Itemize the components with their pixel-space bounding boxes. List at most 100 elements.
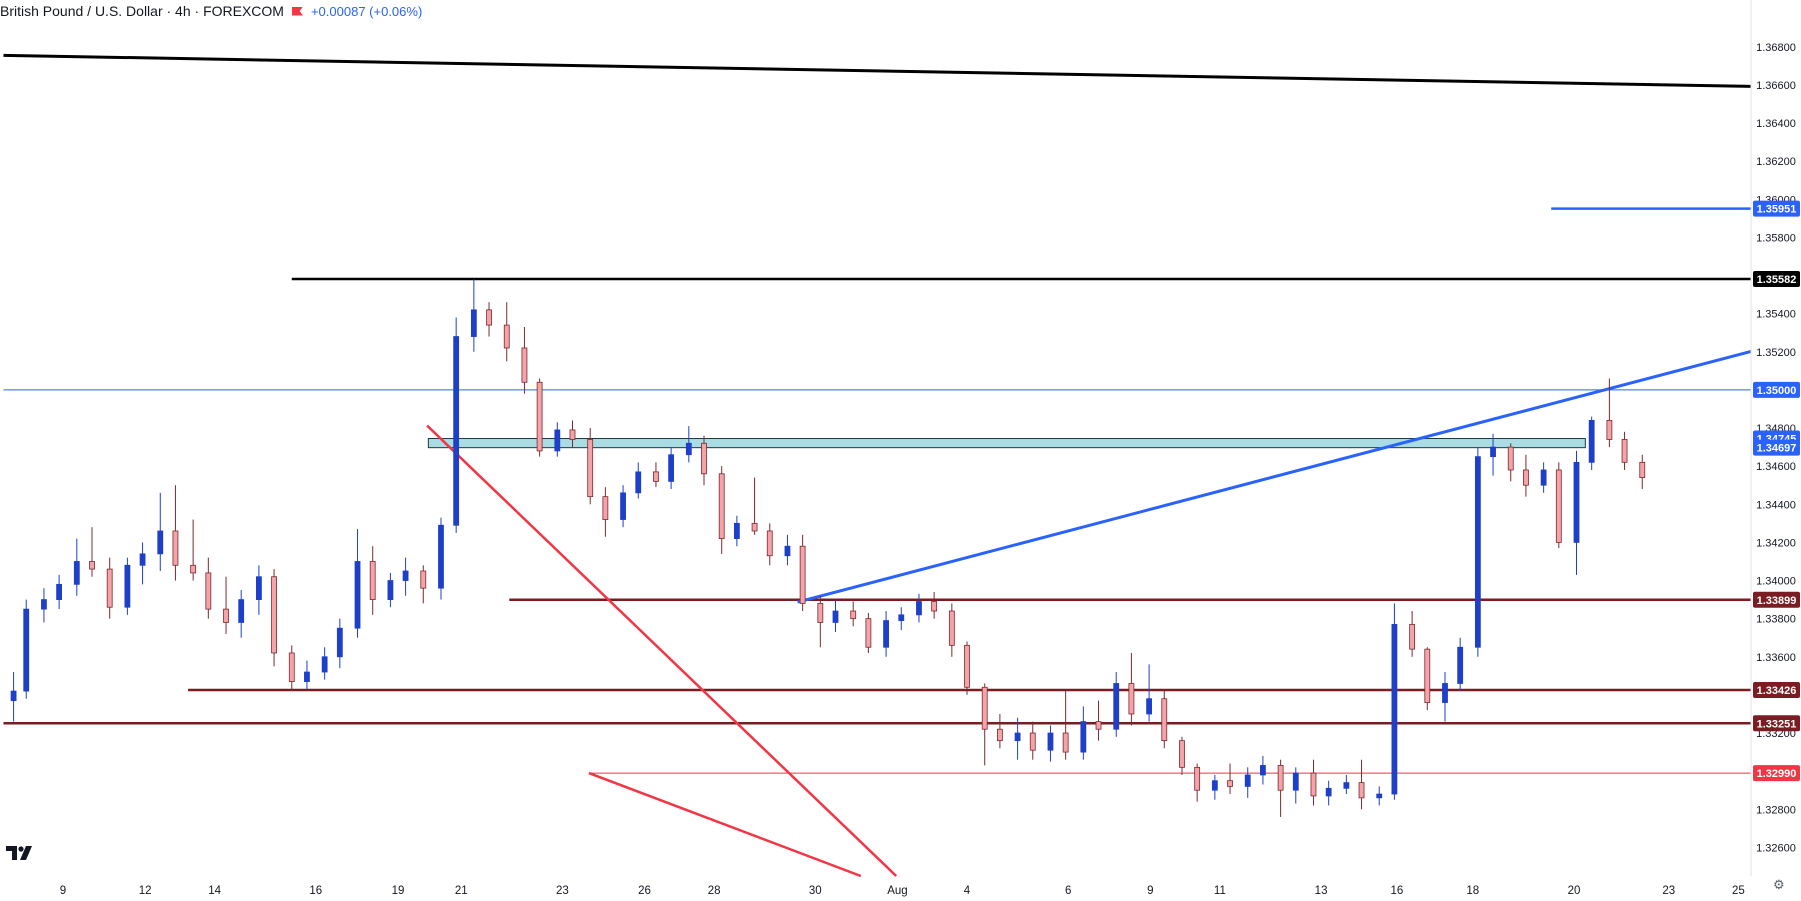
candle: [996, 713, 1003, 749]
candle: [56, 574, 63, 610]
candle-body: [1540, 469, 1547, 486]
candle: [321, 647, 328, 680]
candle-body: [470, 309, 477, 337]
candle-body: [387, 580, 394, 600]
candle-body: [336, 627, 343, 658]
tradingview-logo-icon[interactable]: [6, 846, 36, 860]
candle: [139, 542, 146, 585]
candle: [883, 611, 889, 657]
candle: [1343, 774, 1350, 795]
price-tag-box: [1753, 681, 1800, 698]
candle-body: [1376, 793, 1383, 799]
candle-body: [964, 644, 970, 688]
price-tick-label: 1.35400: [1756, 309, 1796, 321]
candle: [369, 546, 376, 615]
candle: [1639, 454, 1646, 490]
candle-body: [996, 728, 1003, 742]
candle-body: [850, 610, 857, 620]
drawing-layer: [3, 53, 1752, 878]
candle-body: [1507, 446, 1514, 471]
candle-body: [1095, 721, 1102, 730]
support-zone[interactable]: [427, 438, 1586, 449]
price-tick-label: 1.33600: [1756, 652, 1796, 664]
candle: [602, 487, 609, 537]
candle: [172, 485, 179, 581]
gear-icon[interactable]: ⚙: [1773, 877, 1785, 892]
time-tick-label: 23: [556, 885, 569, 897]
time-tick-label: 26: [638, 885, 651, 897]
candle: [865, 612, 872, 653]
candle-body: [238, 599, 245, 623]
red-flag-icon[interactable]: [291, 6, 303, 16]
candle: [1376, 786, 1383, 806]
candle-body: [255, 576, 262, 600]
time-tick-label: 11: [1214, 885, 1226, 897]
price-tag-label: 1.32990: [1757, 768, 1797, 780]
time-tick-label: 13: [1315, 885, 1328, 897]
price-tag-label: 1.35582: [1757, 274, 1797, 286]
candle-body: [635, 471, 642, 494]
candle: [1442, 672, 1448, 722]
candle: [521, 327, 528, 394]
candle: [685, 426, 692, 463]
candle-body: [751, 522, 758, 532]
candle: [1113, 672, 1120, 737]
candle-body: [865, 618, 872, 648]
candle: [1573, 450, 1580, 575]
candle: [668, 447, 675, 490]
candle-body: [569, 429, 576, 440]
candle-body: [10, 690, 17, 702]
symbol-title[interactable]: British Pound / U.S. Dollar · 4h · FOREX…: [0, 3, 284, 19]
candle-body: [981, 686, 988, 730]
trendline-0[interactable]: [3, 53, 1752, 88]
candle: [1080, 706, 1087, 760]
candle-body: [1277, 765, 1284, 791]
candle: [420, 565, 427, 604]
candle-body: [1343, 782, 1350, 789]
candle-body: [1621, 439, 1628, 463]
candle-body: [602, 496, 609, 520]
candle-body: [1555, 469, 1562, 543]
price-tick-label: 1.36600: [1756, 80, 1796, 92]
candle-body: [1211, 780, 1218, 791]
candle-body: [453, 336, 460, 526]
candle: [503, 302, 510, 362]
trendline-9[interactable]: [588, 771, 862, 878]
price-tag-box: [1753, 439, 1800, 456]
candle-body: [784, 545, 791, 557]
price-tick-label: 1.34000: [1756, 576, 1796, 588]
candle-body: [1310, 772, 1317, 797]
time-tick-label: 14: [208, 885, 221, 897]
candle-body: [1490, 446, 1496, 458]
candle-body: [931, 601, 938, 612]
candle-body: [832, 610, 839, 623]
candle-body: [554, 429, 561, 452]
candle: [1507, 443, 1514, 482]
price-tag-box: [1753, 270, 1800, 287]
time-axis: 9 12 14 16 19 21 23 26 28 30 Aug 4 6 9 11 13 16 18 20 23 25: [60, 885, 1745, 897]
candle: [190, 519, 197, 581]
candle-body: [172, 530, 179, 566]
candle: [635, 462, 642, 499]
trendline-8[interactable]: [426, 424, 898, 877]
time-tick-label: 12: [139, 885, 152, 897]
candle: [948, 603, 955, 657]
trendline-10[interactable]: [797, 349, 1752, 604]
candle: [751, 477, 758, 535]
candle-body: [503, 324, 510, 349]
candle-body: [402, 570, 409, 581]
candle: [23, 599, 30, 699]
candles-layer: [10, 279, 1646, 817]
candle: [271, 569, 277, 667]
candle: [1029, 721, 1036, 760]
candle-body: [1292, 772, 1299, 791]
candle: [124, 557, 131, 615]
candle-body: [685, 442, 692, 456]
candle-body: [106, 568, 113, 608]
price-tag: 1.33251: [1753, 715, 1800, 732]
candle-body: [1588, 420, 1595, 463]
candle-body: [205, 572, 212, 610]
candle-body: [190, 564, 197, 574]
candle-body: [23, 608, 30, 692]
